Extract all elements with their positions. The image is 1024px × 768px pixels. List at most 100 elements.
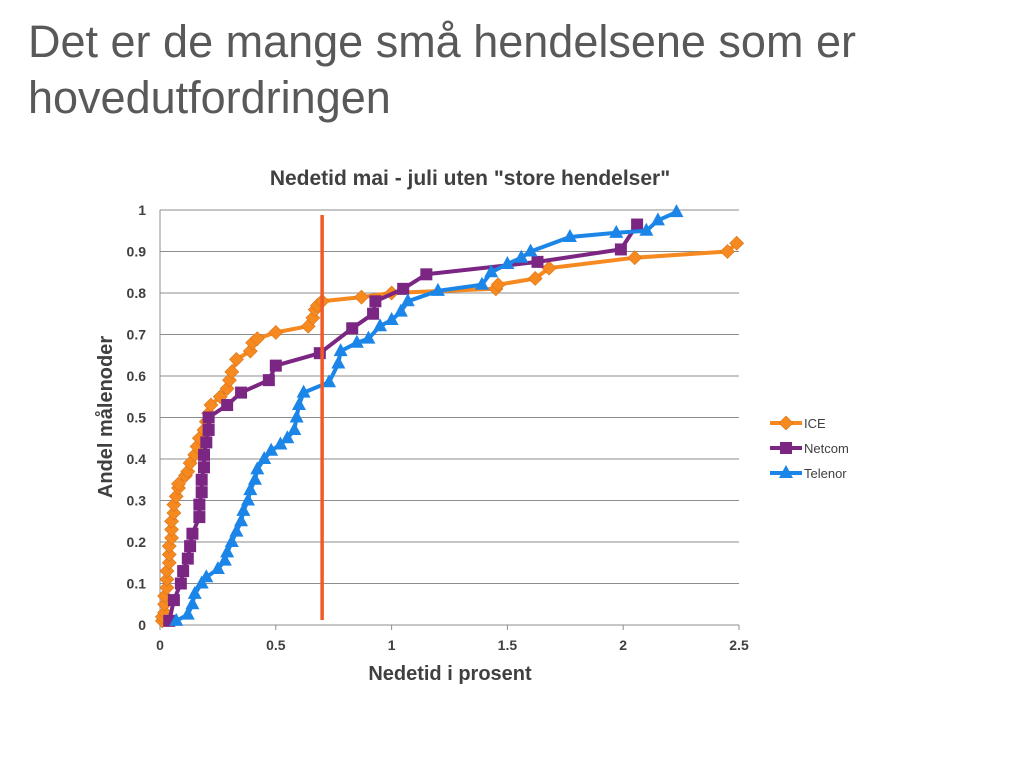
data-point <box>650 212 665 226</box>
data-point <box>322 374 337 388</box>
data-point <box>500 255 515 269</box>
legend-marker <box>779 465 793 478</box>
series-telenor <box>169 204 684 626</box>
data-point <box>166 505 182 521</box>
data-point <box>243 482 258 496</box>
data-point <box>224 364 240 380</box>
data-point <box>174 577 187 590</box>
data-point <box>269 359 282 372</box>
data-point <box>430 282 445 296</box>
legend-label: Telenor <box>804 466 847 481</box>
data-point <box>273 436 288 450</box>
data-point <box>198 461 211 474</box>
legend-item-telenor: Telenor <box>770 465 847 481</box>
data-point <box>346 322 359 335</box>
data-point <box>296 384 311 398</box>
data-point <box>187 585 202 599</box>
data-point <box>531 255 544 268</box>
slide-title: Det er de mange små hendelsene som er ho… <box>28 14 1008 126</box>
legend-label: ICE <box>804 416 826 431</box>
data-point <box>236 502 251 516</box>
data-point <box>229 523 244 537</box>
data-point <box>280 430 295 444</box>
legend-item-ice: ICE <box>770 415 826 431</box>
legend-marker <box>780 442 792 454</box>
data-point <box>474 276 489 290</box>
data-point <box>369 295 382 308</box>
data-point <box>185 596 200 610</box>
x-tick-label: 2.5 <box>729 637 749 653</box>
series-line <box>160 241 739 621</box>
data-point <box>200 436 213 449</box>
legend-marker <box>778 415 794 431</box>
data-point <box>224 534 239 547</box>
data-point <box>400 293 415 307</box>
data-point <box>217 552 232 566</box>
data-point <box>527 271 543 286</box>
y-tick-label: 0.2 <box>127 534 147 550</box>
chart-axes <box>159 210 740 630</box>
data-point <box>247 471 262 485</box>
data-point <box>669 204 684 218</box>
data-point <box>167 594 180 607</box>
data-point <box>264 442 279 456</box>
data-point <box>161 555 177 571</box>
data-point <box>210 560 225 574</box>
series-netcom <box>163 218 644 627</box>
data-point <box>181 552 194 565</box>
y-tick-label: 0.9 <box>127 244 147 260</box>
data-point <box>373 318 388 332</box>
data-point <box>193 498 206 511</box>
data-point <box>234 513 249 527</box>
data-point <box>177 565 190 578</box>
x-tick-label: 1 <box>388 637 396 653</box>
data-point <box>262 374 275 387</box>
data-point <box>384 311 399 325</box>
data-point <box>180 606 195 620</box>
slide-title-line-2: hovedutfordringen <box>28 72 391 123</box>
data-point <box>313 347 326 360</box>
data-point <box>202 411 215 424</box>
data-point <box>241 492 256 506</box>
data-point <box>186 527 199 540</box>
data-point <box>193 511 206 524</box>
data-point <box>331 355 346 369</box>
data-point <box>609 224 624 238</box>
x-tick-label: 1.5 <box>498 637 518 653</box>
slide-title-line-1: Det er de mange små hendelsene som er <box>28 16 856 67</box>
series-ice <box>154 235 745 629</box>
data-point <box>631 218 644 231</box>
data-point <box>198 448 211 461</box>
data-point <box>420 268 433 281</box>
data-point <box>221 399 234 412</box>
data-point <box>514 249 529 263</box>
data-point <box>541 260 557 276</box>
data-point <box>289 409 304 423</box>
data-point <box>729 235 745 251</box>
data-point <box>195 473 208 486</box>
data-point <box>159 571 175 587</box>
data-point <box>523 243 538 257</box>
data-point <box>220 544 235 558</box>
chart-gridlines <box>160 209 739 584</box>
data-point <box>171 476 186 492</box>
data-point <box>202 423 215 436</box>
x-tick-label: 0.5 <box>266 637 286 653</box>
data-point <box>235 386 248 399</box>
data-point <box>397 282 410 295</box>
data-point <box>161 547 177 562</box>
data-point <box>614 243 627 256</box>
data-point <box>719 244 735 259</box>
data-point <box>333 343 348 357</box>
data-point <box>562 228 577 242</box>
data-point <box>195 486 208 499</box>
data-point <box>249 331 265 347</box>
data-point <box>268 325 284 340</box>
chart-title: Nedetid mai - juli uten "store hendelser… <box>270 167 670 190</box>
x-tick-label: 2 <box>619 637 627 653</box>
data-point <box>159 580 175 596</box>
data-point <box>257 451 272 464</box>
y-tick-label: 0.6 <box>127 368 147 384</box>
x-axis-label: Nedetid i prosent <box>368 663 532 685</box>
data-point <box>627 250 643 266</box>
